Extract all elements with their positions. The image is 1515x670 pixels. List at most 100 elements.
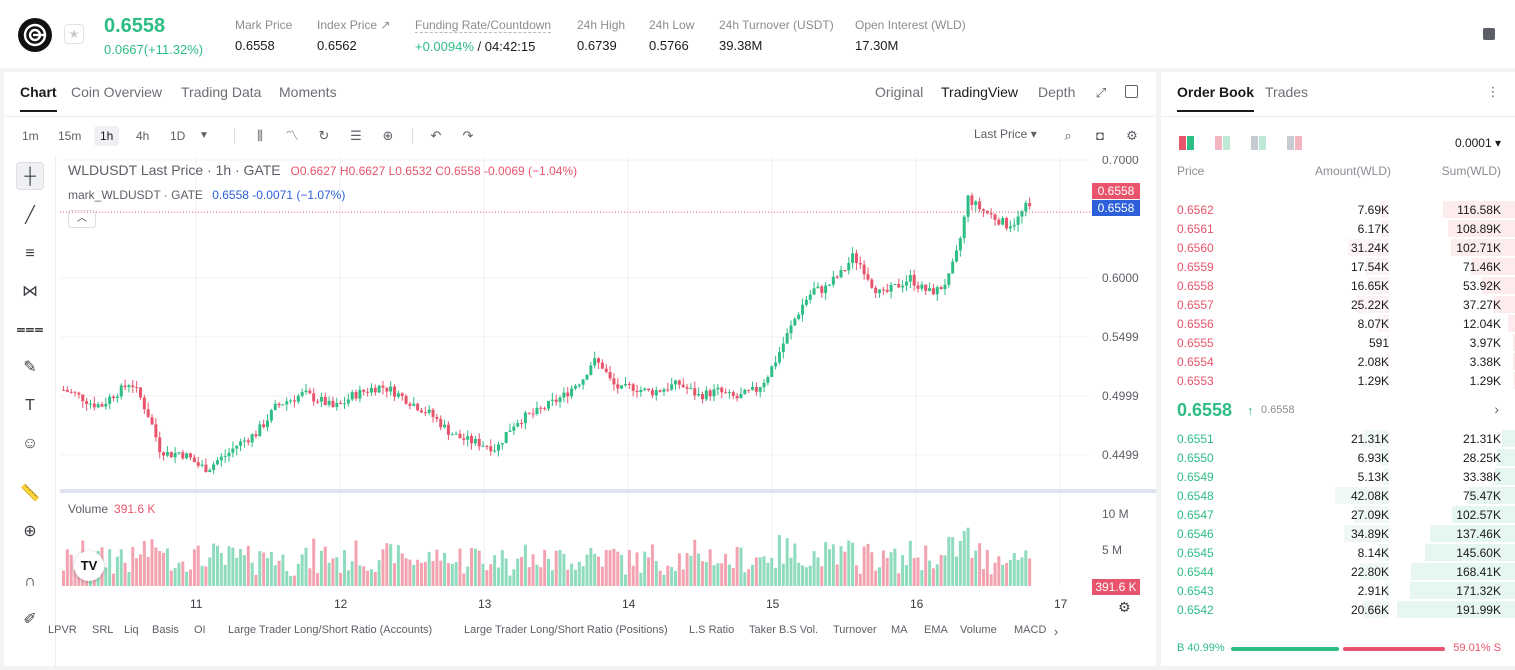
candle-body <box>704 390 708 400</box>
lock-draw-icon[interactable]: ✐ <box>23 611 37 628</box>
ask-row[interactable]: 0.6554 2.08K 3.38K <box>1161 352 1515 371</box>
ask-row[interactable]: 0.6560 31.24K 102.71K <box>1161 238 1515 257</box>
book-mode-split-icon[interactable] <box>1215 136 1231 150</box>
ask-row[interactable]: 0.6558 16.65K 53.92K <box>1161 276 1515 295</box>
tab-trades[interactable]: Trades <box>1265 84 1309 100</box>
bid-row[interactable]: 0.6547 27.09K 102.57K <box>1161 505 1515 524</box>
ask-row[interactable]: 0.6555 591 3.97K <box>1161 333 1515 352</box>
undo-icon[interactable]: ↶ <box>430 128 442 143</box>
bid-row[interactable]: 0.6544 22.80K 168.41K <box>1161 562 1515 581</box>
precision-select[interactable]: 0.0001 ▾ <box>1454 136 1501 150</box>
indicator-lpvr[interactable]: LPVR <box>48 624 77 636</box>
redo-icon[interactable]: ↷ <box>462 128 474 143</box>
crosshair-icon[interactable]: ┼ <box>16 162 44 190</box>
ruler-icon[interactable]: 📏 <box>20 485 40 502</box>
expand-icon[interactable]: ⤢ <box>1095 85 1107 100</box>
tab-order-book[interactable]: Order Book <box>1177 84 1255 112</box>
indicator-basis[interactable]: Basis <box>152 624 179 636</box>
timeframe-1m[interactable]: 1m <box>22 129 39 143</box>
search-icon[interactable]: ⌕ <box>1064 128 1072 143</box>
indicator-macd[interactable]: MACD <box>1014 624 1047 636</box>
indicator-large-trader-long-short-ratio-positions[interactable]: Large Trader Long/Short Ratio (Positions… <box>464 624 668 636</box>
chevron-right-icon[interactable]: › <box>1053 624 1059 639</box>
timeframe-1d[interactable]: 1D <box>170 129 186 143</box>
volume-bar <box>185 571 189 586</box>
indicator-ma[interactable]: MA <box>891 624 908 636</box>
chevron-down-icon[interactable]: ▼ <box>199 130 209 141</box>
text-icon[interactable]: T <box>25 397 35 414</box>
candle-body <box>300 392 304 396</box>
tab-moments[interactable]: Moments <box>279 84 337 100</box>
bid-row[interactable]: 0.6542 20.66K 191.99K <box>1161 600 1515 619</box>
candle-body <box>108 396 112 404</box>
stat-funding-rate[interactable]: Funding Rate/Countdown +0.0094% / 04:42:… <box>415 18 552 54</box>
indicators-icon[interactable]: 〽 <box>285 128 299 143</box>
candle-body <box>88 403 92 405</box>
favorite-star-icon[interactable]: ★ <box>64 24 84 44</box>
tab-original[interactable]: Original <box>875 84 924 100</box>
timeframe-4h[interactable]: 4h <box>136 129 150 143</box>
ask-row[interactable]: 0.6559 17.54K 71.46K <box>1161 257 1515 276</box>
bid-row[interactable]: 0.6546 34.89K 137.46K <box>1161 524 1515 543</box>
candle-type-icon[interactable]: ⫼ <box>257 128 263 143</box>
template-icon[interactable]: ☰ <box>350 128 362 143</box>
volume-bar <box>993 562 997 586</box>
indicator-turnover[interactable]: Turnover <box>833 624 877 636</box>
timeframe-1h[interactable]: 1h <box>94 126 120 146</box>
tab-depth[interactable]: Depth <box>1038 84 1076 100</box>
volume-bar <box>974 550 978 586</box>
book-mode-both-icon[interactable] <box>1179 136 1195 150</box>
pattern-icon[interactable]: ⋈ <box>22 283 38 300</box>
window-icon[interactable] <box>1125 85 1138 98</box>
bid-row[interactable]: 0.6545 8.14K 145.60K <box>1161 543 1515 562</box>
gear-icon[interactable]: ⚙ <box>1126 128 1138 143</box>
emoji-icon[interactable]: ☺ <box>21 435 39 452</box>
indicator-large-trader-long-short-ratio-accounts[interactable]: Large Trader Long/Short Ratio (Accounts) <box>228 624 433 636</box>
ask-row[interactable]: 0.6553 1.29K 1.29K <box>1161 371 1515 390</box>
indicator-liq[interactable]: Liq <box>124 624 139 636</box>
bid-row[interactable]: 0.6543 2.91K 171.32K <box>1161 581 1515 600</box>
brush-icon[interactable]: ✎ <box>23 359 37 376</box>
magnet-icon[interactable]: ∩ <box>24 573 36 590</box>
zoom-in-icon[interactable]: ⊕ <box>23 523 37 540</box>
bid-row[interactable]: 0.6551 21.31K 21.31K <box>1161 429 1515 448</box>
book-mode-asks-icon[interactable] <box>1287 136 1303 150</box>
price-chart[interactable]: 0.7000 0.6000 0.5499 0.4999 0.4499 11 12 13 14 15… <box>60 156 1156 612</box>
more-icon[interactable]: ⋮ <box>1486 84 1500 99</box>
collapse-legend-button[interactable]: ︿ <box>68 210 96 228</box>
timeframe-15m[interactable]: 15m <box>58 129 82 143</box>
indicator-srl[interactable]: SRL <box>92 624 114 636</box>
candle-body <box>215 460 219 465</box>
bid-row[interactable]: 0.6549 5.13K 33.38K <box>1161 467 1515 486</box>
bid-amount: 27.09K <box>1350 508 1389 522</box>
indicator-taker-b-s-vol[interactable]: Taker B.S Vol. <box>749 624 819 636</box>
amount-depth-bar <box>1360 563 1389 580</box>
ask-row[interactable]: 0.6562 7.69K 116.58K <box>1161 200 1515 219</box>
tab-coin-overview[interactable]: Coin Overview <box>71 84 163 100</box>
horizontal-lines-icon[interactable]: ≡ <box>25 245 35 262</box>
ask-row[interactable]: 0.6557 25.22K 37.27K <box>1161 295 1515 314</box>
indicator-l-s-ratio[interactable]: L.S Ratio <box>689 624 735 636</box>
indicator-oi[interactable]: OI <box>194 624 206 636</box>
stat-index-price[interactable]: Index Price ↗ 0.6562 <box>317 18 390 53</box>
fib-icon[interactable]: ⩶ <box>16 321 44 338</box>
ask-row[interactable]: 0.6556 8.07K 12.04K <box>1161 314 1515 333</box>
bid-row[interactable]: 0.6550 6.93K 28.25K <box>1161 448 1515 467</box>
trendline-icon[interactable]: ╱ <box>25 207 35 224</box>
ask-row[interactable]: 0.6561 6.17K 108.89K <box>1161 219 1515 238</box>
indicator-ema[interactable]: EMA <box>924 624 948 636</box>
tab-tradingview[interactable]: TradingView <box>941 84 1019 100</box>
candle-body <box>908 274 912 282</box>
book-icon[interactable] <box>1483 28 1495 40</box>
tab-chart[interactable]: Chart <box>20 84 57 112</box>
add-indicator-icon[interactable]: ⊕ <box>382 128 394 143</box>
camera-icon[interactable]: ◘ <box>1096 128 1104 143</box>
indicator-volume[interactable]: Volume <box>960 624 997 636</box>
replay-icon[interactable]: ↻ <box>318 128 330 143</box>
book-mode-bids-icon[interactable] <box>1251 136 1267 150</box>
volume-bar <box>470 548 474 586</box>
tab-trading-data[interactable]: Trading Data <box>181 84 262 100</box>
bid-row[interactable]: 0.6548 42.08K 75.47K <box>1161 486 1515 505</box>
chevron-right-icon[interactable]: › <box>1494 401 1499 417</box>
price-source-select[interactable]: Last Price ▾ <box>974 127 1037 141</box>
